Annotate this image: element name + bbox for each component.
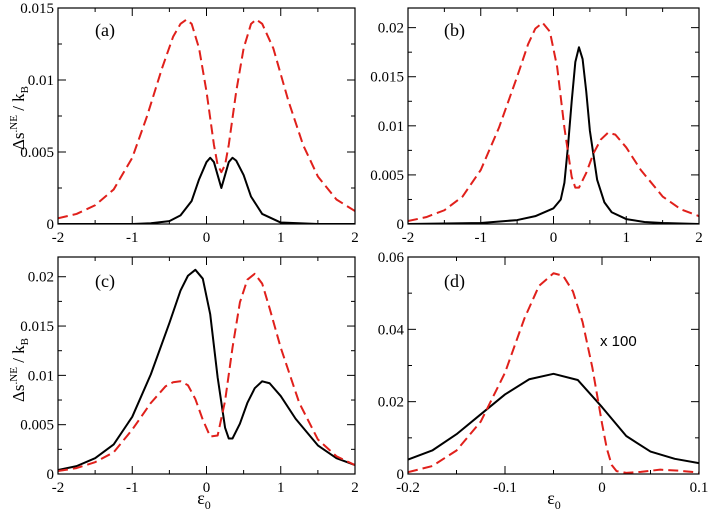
- scale-annotation: x 100: [600, 333, 637, 350]
- series-line-solid: [408, 46, 699, 224]
- series-line-dashed: [408, 21, 699, 223]
- series-line-solid: [58, 268, 355, 472]
- y-label-main: Δs: [9, 384, 28, 402]
- x-label-sub: 0: [555, 498, 561, 512]
- y-tick-label: 0.02: [378, 395, 404, 411]
- panel-b: -2 -1 0 1 2 0 0.005 0.01 0.015 0.02 (b): [370, 7, 703, 246]
- y-tick-label: 0.005: [370, 168, 404, 184]
- series-line-dashed: [58, 18, 355, 220]
- y-label-mid: / k: [9, 345, 28, 367]
- x-tick-label: -1: [126, 480, 139, 496]
- y-label-mid: / k: [9, 93, 28, 115]
- series-line-solid: [58, 156, 355, 224]
- plot-frame: [407, 7, 700, 225]
- x-tick-label: -2: [402, 230, 415, 246]
- x-tick-label: -1: [126, 230, 139, 246]
- y-tick-label: 0.02: [28, 270, 54, 286]
- x-axis-label-left: ε0: [197, 488, 211, 512]
- x-tick-label: 0: [203, 480, 211, 496]
- y-tick-label: 0.015: [20, 1, 54, 17]
- y-axis-label-bottom: Δs.NE / kB: [8, 338, 31, 402]
- series-line-solid: [408, 372, 699, 465]
- x-tick-label: -1: [475, 230, 488, 246]
- panel-c: -2 -1 0 1 2 0 0.005 0.01 0.015 0.02 (c): [20, 256, 359, 496]
- x-tick-label: 0.1: [690, 480, 708, 496]
- panel-a: -2 -1 0 1 2 0 0.005 0.01 0.015 (a): [20, 1, 359, 246]
- x-label-main: ε: [547, 488, 555, 508]
- y-tick-label: 0: [47, 217, 55, 233]
- x-label-main: ε: [197, 488, 205, 508]
- y-tick-label: 0: [397, 467, 405, 483]
- y-tick-label: 0.01: [378, 119, 404, 135]
- y-tick-label: 0.015: [370, 70, 404, 86]
- y-label-sup: .NE: [8, 115, 20, 133]
- plot-frame: [57, 7, 356, 225]
- panel-label: (d): [444, 271, 465, 292]
- y-label-sub: B: [19, 86, 31, 93]
- x-tick-label: 0: [598, 480, 606, 496]
- series-line-dashed: [408, 272, 699, 474]
- x-tick-label: 0: [550, 230, 558, 246]
- series-line-dashed: [58, 272, 355, 473]
- y-label-sub: B: [19, 338, 31, 345]
- y-tick-label: 0.005: [20, 145, 54, 161]
- y-tick-label: 0.02: [378, 21, 404, 37]
- y-label-main: Δs: [9, 132, 28, 150]
- y-axis-label-top: Δs.NE / kB: [8, 86, 31, 150]
- x-axis-label-right: ε0: [547, 488, 561, 512]
- x-label-sub: 0: [205, 498, 211, 512]
- panel-d: -0.2 -0.1 0 0.1 0 0.02 0.04 0.06 (d) x 100: [378, 250, 708, 496]
- y-tick-label: 0.015: [20, 319, 54, 335]
- x-tick-label: 0: [203, 230, 211, 246]
- y-tick-label: 0.005: [20, 418, 54, 434]
- panel-label: (c): [95, 271, 115, 292]
- x-tick-label: 2: [351, 230, 359, 246]
- y-tick-label: 0.01: [28, 73, 54, 89]
- y-label-sup: .NE: [8, 367, 20, 385]
- x-tick-label: -2: [52, 230, 65, 246]
- y-tick-label: 0.04: [378, 322, 405, 338]
- y-tick-label: 0: [47, 467, 55, 483]
- x-tick-label: -2: [52, 480, 65, 496]
- x-tick-label: -0.1: [493, 480, 517, 496]
- y-tick-label: 0: [397, 217, 405, 233]
- panel-label: (a): [95, 20, 115, 41]
- x-tick-label: -0.2: [396, 480, 420, 496]
- y-tick-label: 0.01: [28, 368, 54, 384]
- x-tick-label: 2: [695, 230, 703, 246]
- panel-label: (b): [444, 20, 465, 41]
- x-tick-label: 1: [623, 230, 631, 246]
- x-tick-label: 2: [351, 480, 359, 496]
- y-tick-label: 0.06: [378, 250, 405, 266]
- x-tick-label: 1: [277, 480, 285, 496]
- x-tick-label: 1: [277, 230, 285, 246]
